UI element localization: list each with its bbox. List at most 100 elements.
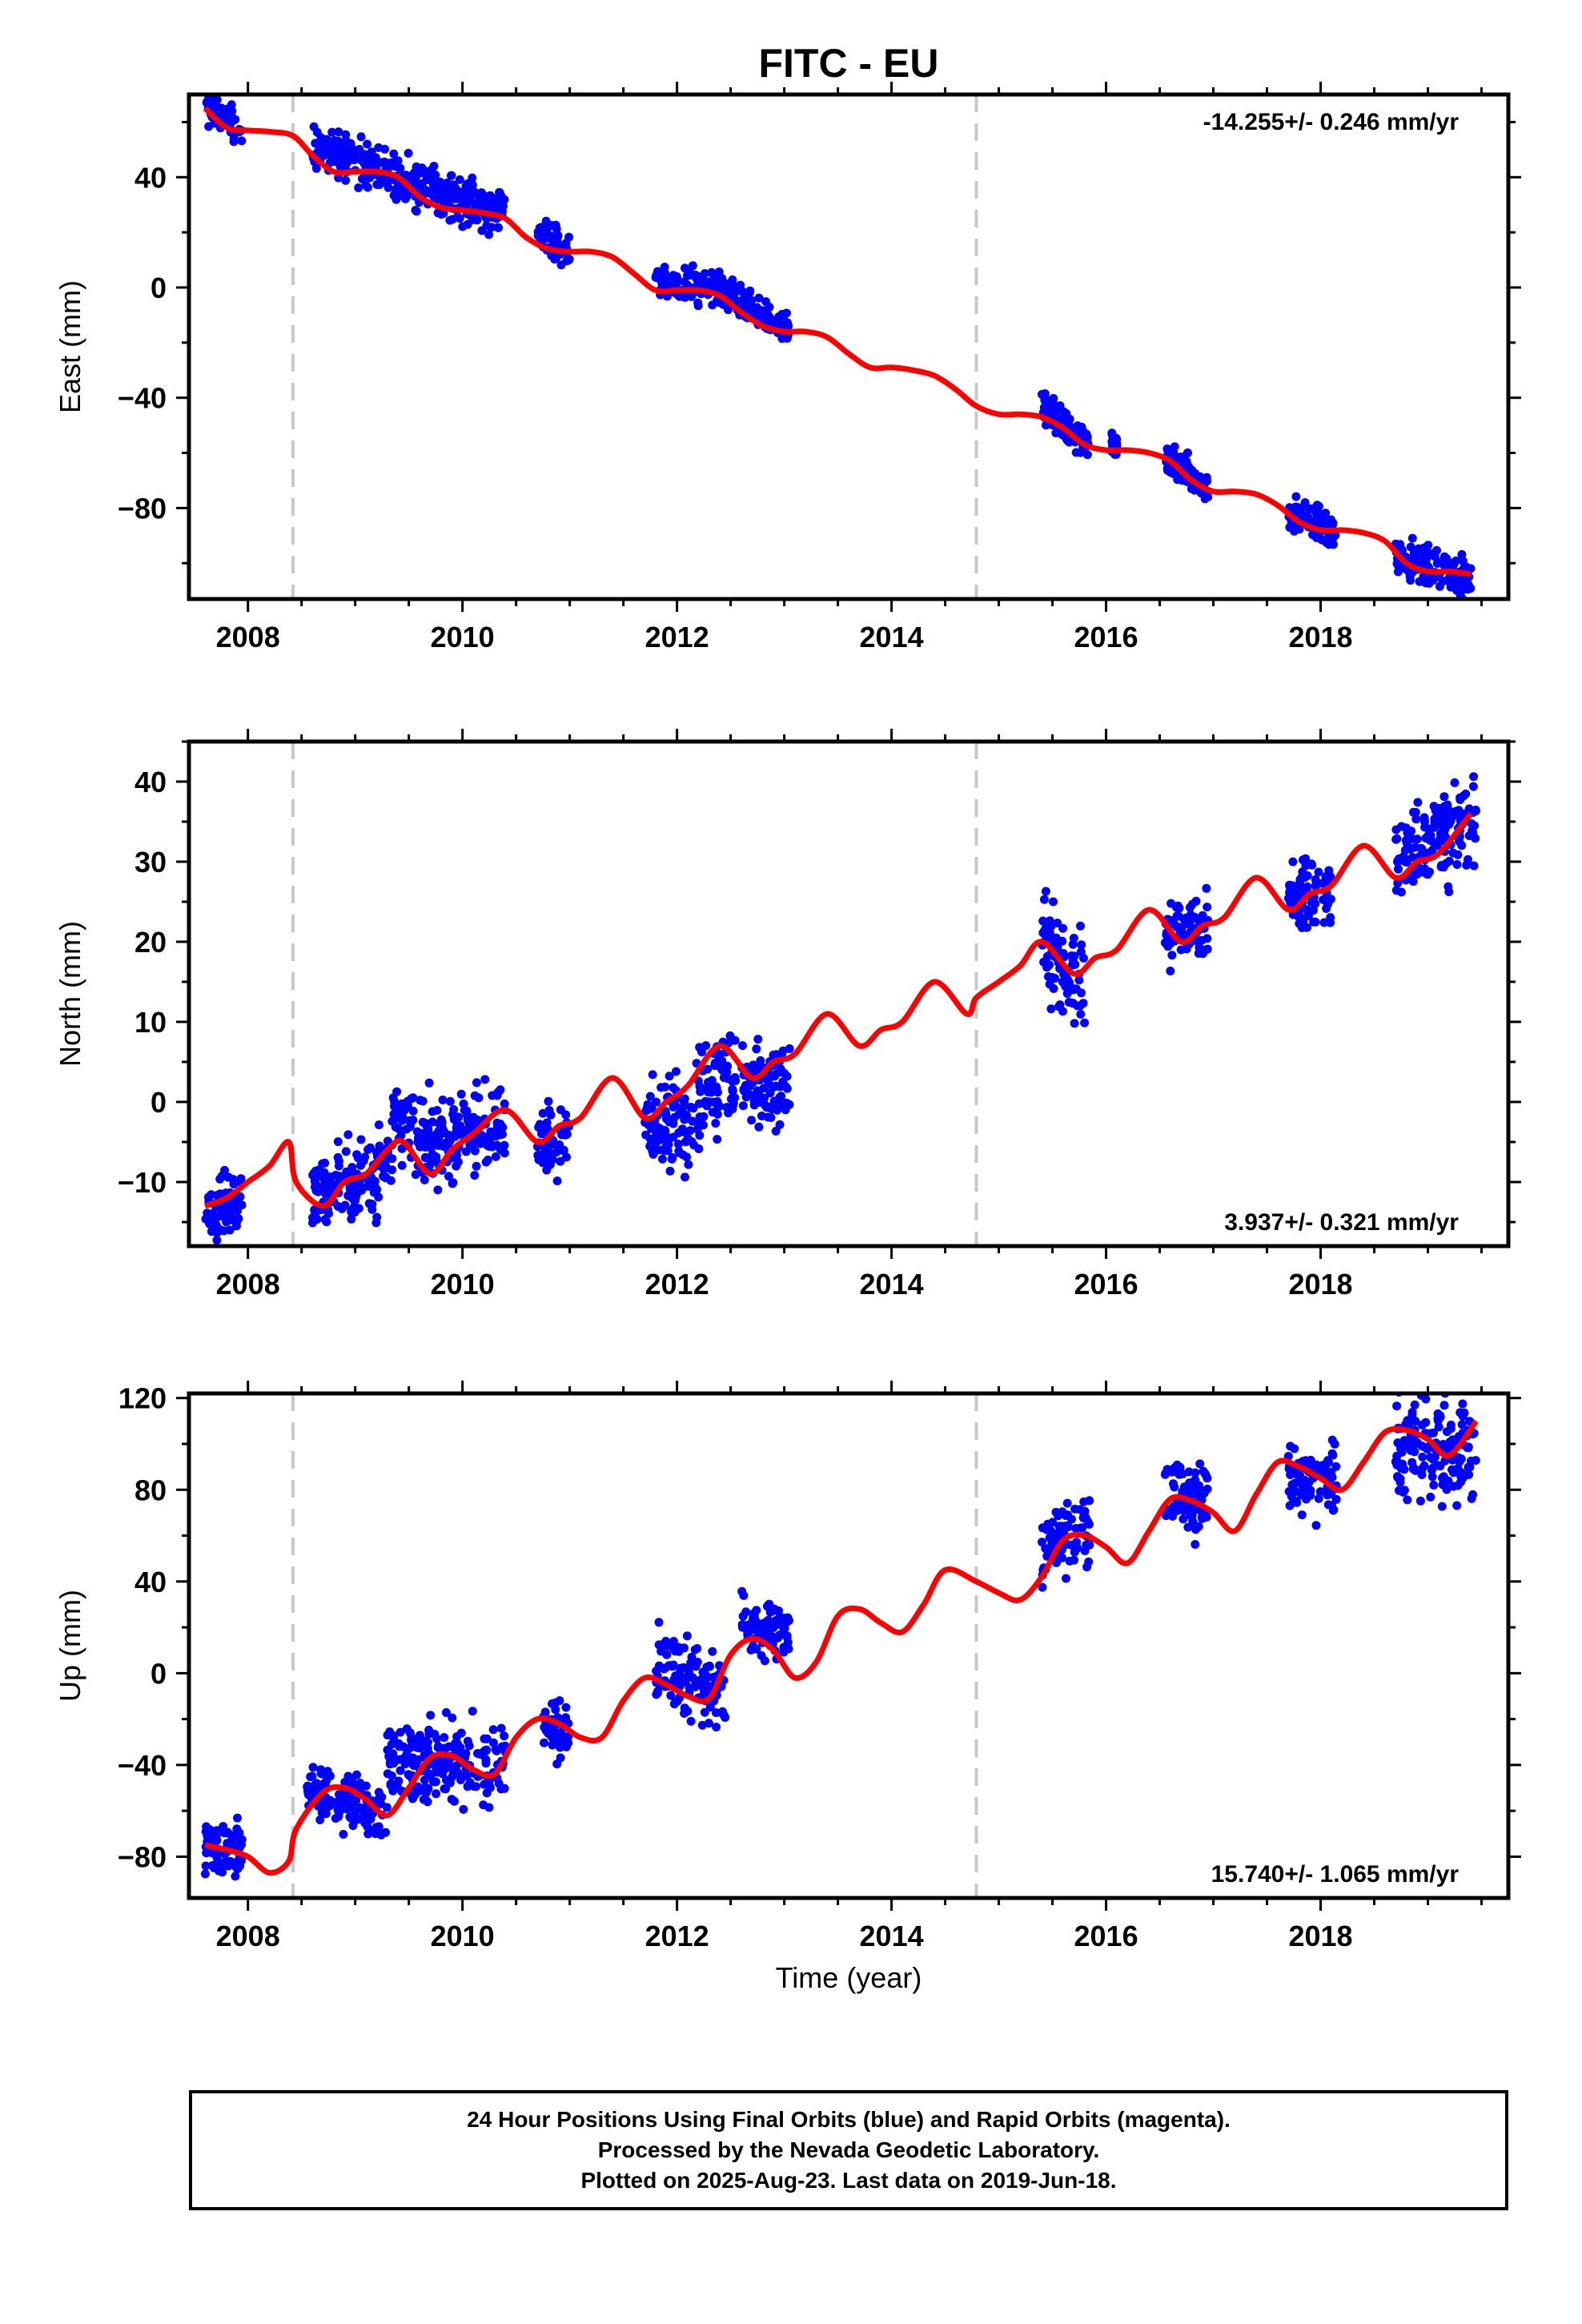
up-data-point: [395, 1755, 404, 1764]
north-data-point: [207, 1227, 216, 1236]
up-data-point: [1167, 1467, 1177, 1477]
east-data-point: [708, 300, 717, 310]
north-data-point: [420, 1175, 429, 1184]
east-data-point: [1062, 412, 1072, 422]
north-data-point: [741, 1080, 750, 1090]
east-data-point: [1055, 401, 1065, 411]
up-data-point: [1457, 1420, 1467, 1429]
east-x-tick-label: 2014: [860, 621, 924, 653]
up-data-point: [666, 1691, 676, 1700]
north-data-point: [702, 1101, 712, 1111]
north-data-point: [1425, 832, 1435, 842]
north-data-point: [363, 1145, 373, 1154]
up-data-point: [1408, 1464, 1418, 1474]
north-data-point: [780, 1068, 789, 1078]
up-data-point: [779, 1625, 789, 1634]
east-data-point: [709, 274, 718, 283]
up-data-point: [1084, 1557, 1094, 1566]
east-data-point: [564, 232, 574, 242]
north-data-point: [372, 1184, 382, 1194]
east-data-point: [424, 170, 433, 179]
up-data-point: [671, 1671, 681, 1681]
north-data-point: [456, 1089, 466, 1099]
up-data-point: [1467, 1494, 1476, 1503]
up-data-point: [779, 1614, 789, 1623]
north-data-point: [1050, 974, 1060, 983]
north-data-point: [1043, 972, 1053, 981]
east-data-point: [1291, 492, 1301, 501]
up-data-point: [339, 1830, 348, 1839]
up-data-point: [429, 1777, 438, 1787]
north-data-point: [461, 1147, 471, 1156]
east-data-point: [1452, 556, 1460, 565]
east-data-point: [784, 322, 793, 332]
up-data-point: [488, 1725, 498, 1735]
north-data-point: [1174, 911, 1183, 921]
east-data-point: [404, 148, 413, 158]
north-data-point: [374, 1120, 383, 1130]
up-data-point: [674, 1647, 684, 1656]
east-data-point: [341, 130, 351, 139]
up-data-point: [1399, 1465, 1409, 1474]
north-data-point: [392, 1100, 401, 1109]
east-data-point: [1443, 561, 1453, 571]
up-data-point: [741, 1607, 751, 1617]
north-data-point: [1322, 891, 1331, 901]
up-data-point: [448, 1713, 457, 1723]
north-data-point: [665, 1117, 674, 1127]
up-y-tick-label: 0: [151, 1657, 167, 1690]
east-y-tick-label: −80: [118, 492, 167, 525]
north-data-point: [1396, 887, 1406, 897]
east-data-point: [355, 145, 364, 154]
north-data-point: [555, 1140, 564, 1149]
east-data-point: [334, 173, 343, 183]
up-data-point: [746, 1645, 756, 1655]
north-data-point: [1429, 802, 1439, 811]
footer-line-1: 24 Hour Positions Using Final Orbits (bl…: [467, 2107, 1231, 2132]
up-data-point: [1328, 1450, 1338, 1460]
up-data-point: [561, 1713, 571, 1723]
up-data-point: [323, 1771, 331, 1781]
up-data-point: [1426, 1492, 1435, 1502]
up-y-tick-label: −80: [118, 1840, 167, 1873]
north-data-point: [320, 1215, 330, 1224]
north-data-point: [1468, 782, 1478, 791]
north-data-point: [228, 1175, 238, 1184]
north-data-point: [388, 1093, 398, 1103]
east-data-point: [436, 210, 446, 219]
north-data-point: [1296, 884, 1306, 894]
up-data-point: [1403, 1495, 1412, 1505]
east-plot-area: [202, 94, 1476, 599]
north-data-point: [1076, 947, 1086, 957]
east-data-point: [1049, 394, 1058, 403]
north-data-point: [723, 1074, 733, 1084]
up-data-point: [669, 1637, 678, 1646]
east-data-point: [775, 312, 785, 322]
north-data-point: [1407, 853, 1417, 862]
up-data-point: [1062, 1498, 1072, 1508]
north-data-point: [648, 1070, 657, 1080]
east-data-point: [417, 163, 427, 173]
up-data-point: [1404, 1418, 1414, 1428]
north-data-point: [1456, 795, 1465, 805]
east-data-point: [1203, 476, 1212, 486]
north-x-tick-label: 2008: [216, 1268, 280, 1301]
east-data-point: [313, 147, 323, 156]
north-data-point: [483, 1156, 492, 1164]
north-data-point: [689, 1104, 698, 1113]
east-data-point: [380, 144, 390, 154]
up-data-point: [555, 1696, 564, 1706]
east-data-point: [455, 175, 464, 184]
up-data-point: [419, 1739, 428, 1748]
north-data-point: [480, 1075, 490, 1084]
east-data-point: [372, 180, 382, 189]
up-data-point: [342, 1804, 351, 1814]
east-data-point: [1082, 450, 1092, 460]
up-data-point: [482, 1788, 492, 1798]
up-data-point: [432, 1734, 442, 1743]
north-data-point: [433, 1185, 443, 1195]
north-data-point: [1311, 879, 1321, 888]
up-model-curve: [204, 1419, 1479, 1876]
north-data-point: [1068, 955, 1078, 965]
up-data-point: [548, 1699, 556, 1708]
